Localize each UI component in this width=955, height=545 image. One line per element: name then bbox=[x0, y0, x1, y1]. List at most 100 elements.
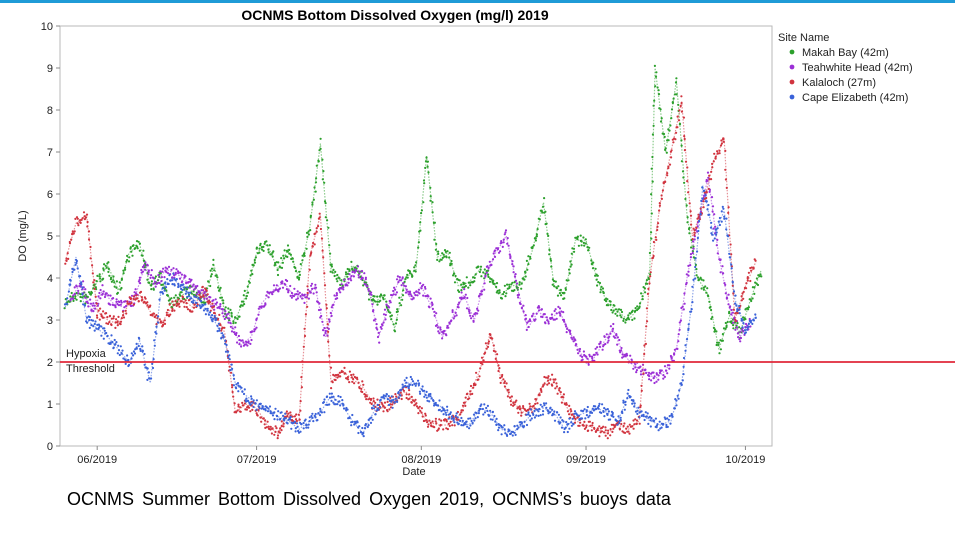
data-point bbox=[723, 282, 726, 285]
data-point bbox=[606, 298, 609, 301]
data-point bbox=[606, 413, 609, 416]
data-point bbox=[716, 227, 719, 230]
data-point bbox=[442, 332, 445, 335]
data-point bbox=[168, 315, 171, 318]
data-point bbox=[161, 287, 164, 290]
data-series bbox=[63, 64, 763, 440]
data-point bbox=[565, 331, 568, 334]
data-point bbox=[429, 421, 432, 425]
data-point bbox=[690, 308, 693, 311]
data-point bbox=[545, 376, 548, 379]
data-point bbox=[495, 282, 499, 285]
data-point bbox=[293, 415, 296, 418]
data-point bbox=[322, 401, 325, 404]
data-point bbox=[141, 298, 144, 301]
data-point bbox=[492, 252, 495, 255]
data-point bbox=[627, 314, 630, 317]
data-point bbox=[180, 273, 183, 276]
data-point bbox=[616, 343, 619, 346]
data-point bbox=[364, 278, 367, 281]
data-point bbox=[660, 426, 663, 429]
data-point bbox=[477, 378, 480, 381]
data-point bbox=[112, 297, 115, 300]
data-point bbox=[356, 265, 360, 268]
data-point bbox=[245, 297, 248, 300]
data-point bbox=[666, 372, 669, 375]
y-tick-label: 2 bbox=[47, 357, 53, 369]
data-point bbox=[113, 285, 116, 288]
data-point bbox=[344, 372, 347, 375]
data-point bbox=[138, 242, 141, 245]
data-point bbox=[408, 272, 412, 275]
data-point bbox=[170, 268, 173, 271]
data-point bbox=[309, 229, 312, 232]
data-point bbox=[182, 283, 185, 286]
data-point bbox=[77, 292, 80, 295]
data-point bbox=[213, 269, 216, 272]
data-point bbox=[443, 409, 446, 412]
data-point bbox=[70, 291, 73, 295]
data-point bbox=[472, 413, 476, 416]
data-point bbox=[655, 238, 658, 241]
data-point bbox=[115, 318, 118, 321]
data-point bbox=[689, 256, 693, 259]
data-point bbox=[224, 310, 227, 313]
data-point bbox=[745, 282, 748, 285]
data-point bbox=[329, 252, 332, 255]
data-point bbox=[346, 275, 349, 278]
data-point bbox=[741, 326, 744, 329]
data-point bbox=[525, 259, 529, 262]
data-point bbox=[587, 416, 590, 419]
data-point bbox=[347, 281, 350, 284]
data-point bbox=[143, 363, 146, 366]
data-point bbox=[134, 292, 138, 295]
data-point bbox=[326, 219, 329, 222]
data-point bbox=[471, 422, 474, 425]
data-point bbox=[422, 179, 426, 182]
data-point bbox=[415, 290, 418, 293]
data-point bbox=[719, 271, 722, 274]
data-point bbox=[383, 308, 387, 311]
data-point bbox=[330, 306, 333, 309]
data-point bbox=[495, 285, 498, 288]
data-point bbox=[348, 416, 351, 420]
data-point bbox=[558, 389, 561, 392]
data-point bbox=[371, 418, 374, 421]
data-point bbox=[425, 396, 428, 399]
data-point bbox=[598, 402, 601, 405]
data-point bbox=[702, 206, 705, 209]
data-point bbox=[466, 425, 469, 428]
y-tick-label: 1 bbox=[47, 399, 53, 411]
data-point bbox=[433, 238, 436, 241]
data-point bbox=[487, 342, 490, 345]
data-point bbox=[714, 225, 717, 228]
data-point bbox=[562, 396, 565, 399]
data-point bbox=[246, 344, 249, 347]
data-point bbox=[569, 260, 572, 263]
data-point bbox=[112, 315, 115, 318]
data-point bbox=[721, 272, 725, 275]
data-point bbox=[365, 398, 368, 401]
data-point bbox=[298, 276, 301, 279]
data-point bbox=[387, 403, 391, 407]
data-point bbox=[386, 400, 389, 403]
data-point bbox=[82, 280, 85, 283]
data-point bbox=[529, 405, 532, 408]
data-point bbox=[260, 420, 263, 423]
data-point bbox=[105, 312, 108, 315]
data-point bbox=[402, 282, 405, 285]
data-point bbox=[274, 430, 277, 433]
data-point bbox=[407, 387, 410, 390]
data-point bbox=[444, 411, 447, 414]
data-point bbox=[660, 369, 663, 372]
data-point bbox=[680, 306, 683, 310]
data-point bbox=[540, 390, 543, 393]
data-point bbox=[708, 306, 711, 309]
data-point bbox=[79, 275, 82, 278]
data-point bbox=[675, 93, 678, 96]
data-point bbox=[442, 407, 445, 411]
data-point bbox=[157, 315, 160, 318]
data-point bbox=[146, 278, 149, 281]
data-point bbox=[293, 287, 296, 290]
data-point bbox=[174, 273, 177, 276]
